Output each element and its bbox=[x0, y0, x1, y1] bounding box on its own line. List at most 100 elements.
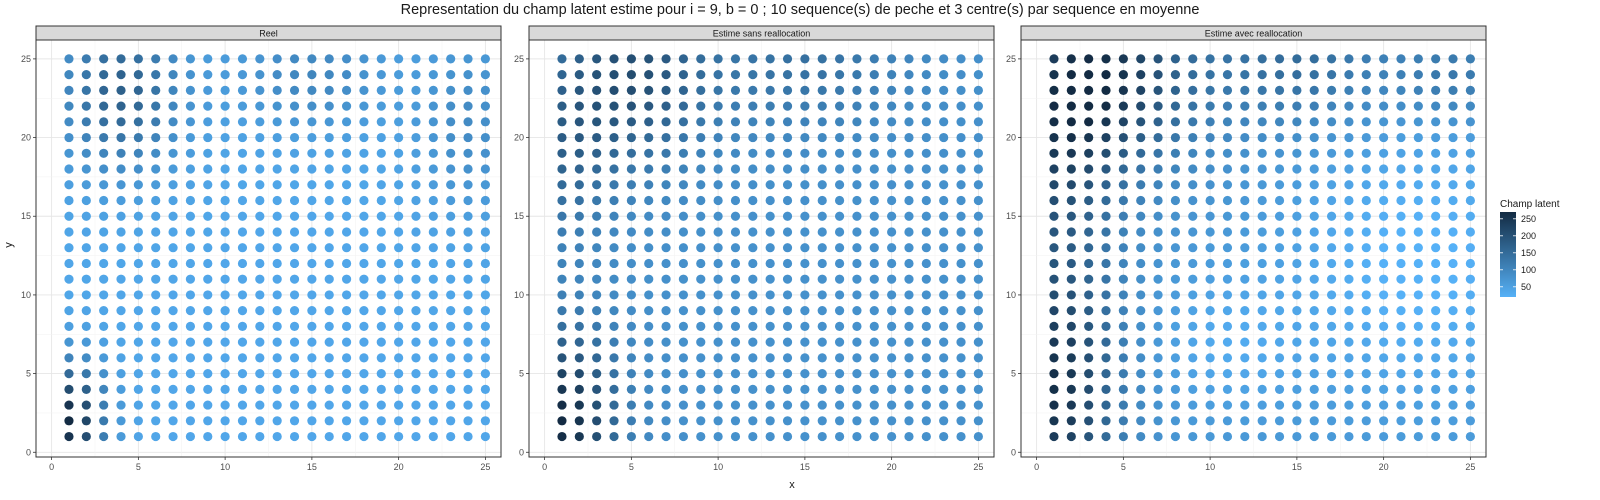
data-point bbox=[1049, 353, 1059, 363]
data-point bbox=[713, 148, 723, 158]
data-point bbox=[359, 416, 369, 426]
data-point bbox=[1431, 211, 1441, 221]
data-point bbox=[359, 180, 369, 190]
data-point bbox=[574, 195, 584, 206]
data-point bbox=[341, 400, 352, 410]
data-point bbox=[394, 416, 404, 426]
data-point bbox=[834, 384, 845, 394]
data-point bbox=[626, 369, 636, 379]
data-point bbox=[661, 117, 671, 127]
data-point bbox=[185, 101, 196, 111]
data-point bbox=[255, 306, 265, 316]
data-point bbox=[1344, 321, 1354, 331]
data-point bbox=[1118, 243, 1128, 253]
data-point bbox=[1309, 369, 1319, 379]
data-point bbox=[307, 70, 317, 80]
data-point bbox=[592, 353, 602, 363]
data-point bbox=[1274, 195, 1285, 206]
data-point bbox=[782, 400, 793, 410]
data-point bbox=[446, 384, 456, 394]
data-point bbox=[800, 431, 810, 442]
data-point bbox=[133, 290, 143, 300]
data-point bbox=[480, 321, 490, 331]
data-point bbox=[203, 384, 213, 394]
data-point bbox=[904, 85, 914, 95]
data-point bbox=[1292, 384, 1302, 394]
data-point bbox=[428, 337, 438, 347]
data-point bbox=[324, 132, 334, 143]
data-point bbox=[289, 227, 300, 237]
data-point bbox=[939, 70, 949, 80]
data-point bbox=[64, 290, 74, 300]
data-point bbox=[1274, 321, 1285, 331]
data-point bbox=[272, 384, 282, 394]
data-point bbox=[557, 290, 567, 300]
data-point bbox=[626, 274, 636, 284]
data-point bbox=[185, 353, 196, 363]
data-point bbox=[341, 148, 352, 158]
data-point bbox=[289, 195, 300, 206]
data-point bbox=[574, 384, 584, 394]
data-point bbox=[428, 400, 438, 410]
data-point bbox=[1396, 148, 1406, 158]
data-point bbox=[376, 227, 386, 237]
data-point bbox=[1396, 369, 1406, 379]
data-point bbox=[1049, 101, 1059, 111]
data-point bbox=[1448, 101, 1458, 111]
data-point bbox=[272, 321, 282, 331]
data-point bbox=[1188, 243, 1198, 253]
data-point bbox=[237, 180, 248, 190]
data-point bbox=[887, 117, 897, 127]
data-point bbox=[748, 321, 758, 331]
data-point bbox=[64, 306, 74, 316]
data-point bbox=[730, 70, 741, 80]
data-point bbox=[1240, 101, 1250, 111]
data-point bbox=[1101, 353, 1111, 363]
data-point bbox=[480, 117, 490, 127]
data-point bbox=[203, 321, 213, 331]
data-point bbox=[1084, 243, 1094, 253]
data-point bbox=[1066, 416, 1076, 426]
data-point bbox=[730, 431, 741, 442]
data-point bbox=[1274, 384, 1285, 394]
data-point bbox=[1153, 70, 1163, 80]
data-point bbox=[609, 180, 619, 190]
data-point bbox=[1066, 148, 1076, 158]
data-point bbox=[1188, 101, 1198, 111]
data-point bbox=[973, 384, 983, 394]
data-point bbox=[307, 431, 317, 442]
data-point bbox=[1396, 274, 1406, 284]
data-point bbox=[168, 211, 178, 221]
data-point bbox=[748, 258, 758, 269]
data-point bbox=[341, 258, 352, 269]
data-point bbox=[834, 227, 845, 237]
data-point bbox=[116, 243, 126, 253]
data-point bbox=[626, 132, 636, 143]
data-point bbox=[376, 85, 386, 95]
data-point bbox=[1049, 384, 1059, 394]
data-point bbox=[220, 258, 230, 269]
data-point bbox=[394, 369, 404, 379]
data-point bbox=[1205, 243, 1215, 253]
data-point bbox=[1118, 85, 1128, 95]
data-point bbox=[151, 416, 161, 426]
data-point bbox=[800, 321, 810, 331]
data-point bbox=[133, 132, 143, 143]
data-point bbox=[255, 164, 265, 174]
data-point bbox=[480, 195, 490, 206]
data-point bbox=[1309, 431, 1319, 442]
data-point bbox=[133, 180, 143, 190]
data-point bbox=[1222, 117, 1233, 127]
data-point bbox=[1205, 306, 1215, 316]
data-point bbox=[1326, 337, 1337, 347]
data-point bbox=[1379, 258, 1389, 269]
data-point bbox=[446, 227, 456, 237]
data-point bbox=[151, 132, 161, 143]
data-point bbox=[64, 180, 74, 190]
data-point bbox=[1101, 321, 1111, 331]
data-point bbox=[1153, 384, 1163, 394]
data-point bbox=[203, 101, 213, 111]
data-point bbox=[99, 54, 109, 64]
data-point bbox=[116, 337, 126, 347]
data-point bbox=[939, 227, 949, 237]
